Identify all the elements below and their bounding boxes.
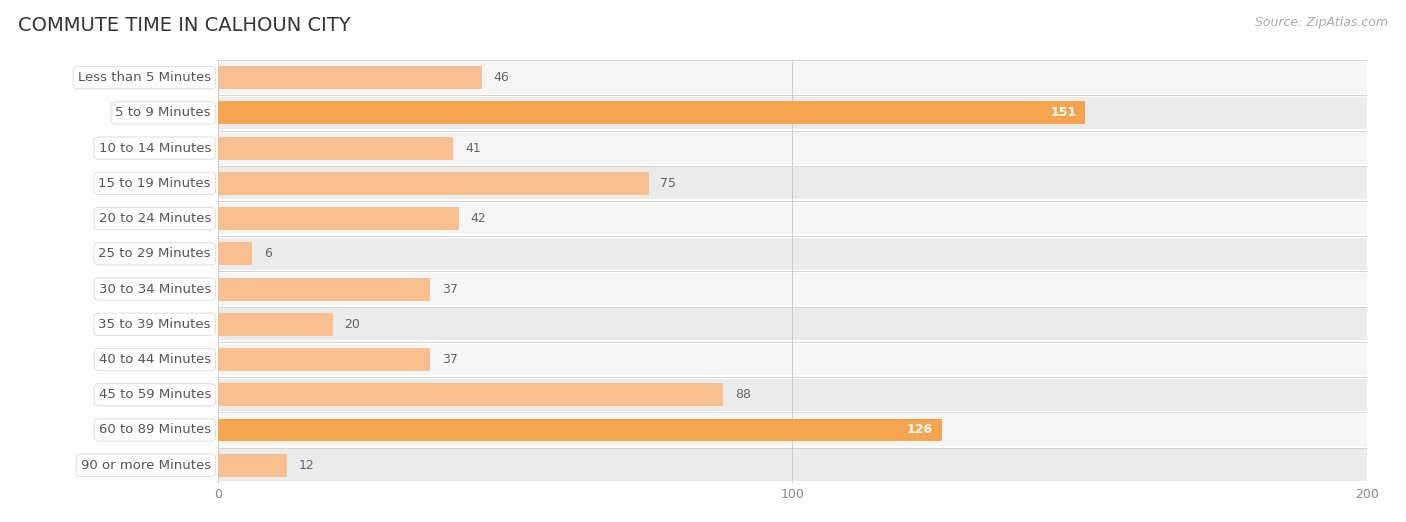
Text: 151: 151 (1050, 106, 1077, 120)
Bar (218, 419, 942, 442)
Text: Source: ZipAtlas.com: Source: ZipAtlas.com (1254, 16, 1388, 29)
Bar (218, 132, 1367, 164)
Text: 12: 12 (298, 459, 314, 472)
Text: 15 to 19 Minutes: 15 to 19 Minutes (98, 177, 211, 190)
Bar (218, 172, 648, 195)
Text: 90 or more Minutes: 90 or more Minutes (82, 459, 211, 472)
Bar (218, 238, 1367, 270)
Bar (218, 207, 460, 230)
Bar (218, 343, 1367, 375)
Text: Less than 5 Minutes: Less than 5 Minutes (77, 71, 211, 84)
Bar (218, 454, 287, 477)
Text: 88: 88 (735, 388, 751, 401)
Text: 126: 126 (907, 423, 934, 436)
Text: COMMUTE TIME IN CALHOUN CITY: COMMUTE TIME IN CALHOUN CITY (18, 16, 352, 34)
Bar (218, 203, 1367, 234)
Bar (218, 137, 453, 160)
Text: 60 to 89 Minutes: 60 to 89 Minutes (98, 423, 211, 436)
Bar (218, 242, 253, 265)
Text: 45 to 59 Minutes: 45 to 59 Minutes (98, 388, 211, 401)
Text: 37: 37 (441, 353, 458, 366)
Text: 42: 42 (471, 212, 486, 225)
Bar (218, 309, 1367, 340)
Bar (218, 383, 723, 406)
Text: 46: 46 (494, 71, 509, 84)
Bar (218, 313, 333, 336)
Text: 41: 41 (465, 141, 481, 155)
Bar (218, 101, 1085, 124)
Text: 30 to 34 Minutes: 30 to 34 Minutes (98, 282, 211, 295)
Bar (218, 379, 1367, 411)
Text: 10 to 14 Minutes: 10 to 14 Minutes (98, 141, 211, 155)
Text: 25 to 29 Minutes: 25 to 29 Minutes (98, 247, 211, 260)
Text: 20: 20 (344, 318, 360, 331)
Bar (218, 97, 1367, 129)
Bar (218, 273, 1367, 305)
Bar (218, 62, 1367, 93)
Text: 40 to 44 Minutes: 40 to 44 Minutes (98, 353, 211, 366)
Text: 75: 75 (661, 177, 676, 190)
Bar (218, 168, 1367, 199)
Bar (218, 449, 1367, 481)
Bar (218, 278, 430, 301)
Text: 6: 6 (264, 247, 271, 260)
Text: 5 to 9 Minutes: 5 to 9 Minutes (115, 106, 211, 120)
Text: 20 to 24 Minutes: 20 to 24 Minutes (98, 212, 211, 225)
Bar (218, 348, 430, 371)
Bar (218, 414, 1367, 446)
Bar (218, 66, 482, 89)
Text: 35 to 39 Minutes: 35 to 39 Minutes (98, 318, 211, 331)
Text: 37: 37 (441, 282, 458, 295)
